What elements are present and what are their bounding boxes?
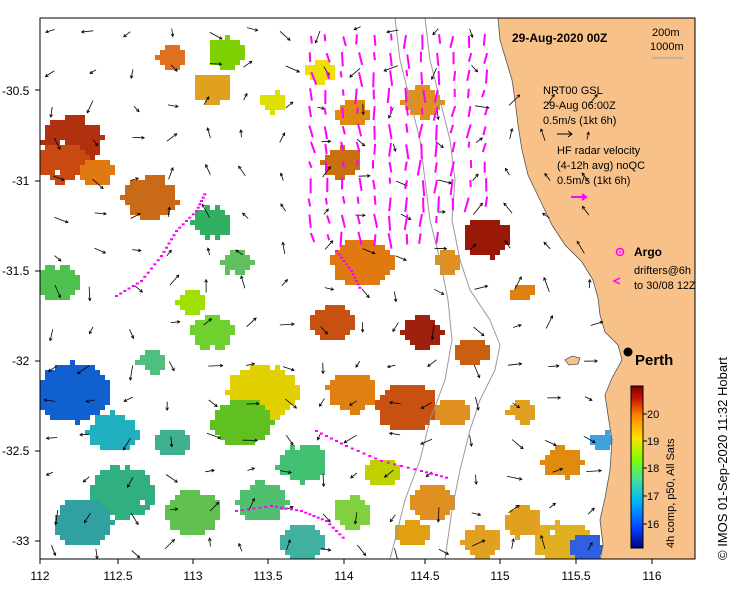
argo-legend-label: Argo: [634, 245, 662, 259]
x-tick-label: 113.5: [253, 569, 282, 583]
x-tick-label: 114.5: [410, 569, 439, 583]
colorbar-label: 4h comp, p50, All Sats: [665, 438, 677, 548]
x-tick-label: 114: [334, 569, 353, 583]
x-tick-label: 116: [642, 569, 661, 583]
city-label-perth: Perth: [635, 352, 673, 369]
drifters-legend-line1: drifters@6h: [634, 265, 691, 277]
x-tick-label: 115.5: [561, 569, 590, 583]
isobath-200m: [424, 18, 501, 559]
colorbar-tick-label: 16: [647, 519, 659, 531]
colorbar-tick-label: 18: [647, 463, 659, 475]
colorbar-tick-label: 17: [647, 491, 659, 503]
map-title: 29-Aug-2020 00Z: [512, 31, 607, 45]
isobath-1000m: [389, 18, 453, 559]
x-tick-label: 112: [30, 569, 49, 583]
y-tick-label: -30.5: [2, 84, 30, 98]
drifters-legend-line2: to 30/08 12Z: [634, 280, 696, 292]
hf-legend-line1: HF radar velocity: [557, 145, 641, 157]
hf-radar-vectors: [307, 33, 489, 249]
land-western-australia: [497, 18, 695, 559]
x-tick-label: 115: [490, 569, 509, 583]
colorbar-ticks: [643, 413, 647, 525]
gsl-legend-line3: 0.5m/s (1kt 6h): [543, 115, 616, 127]
isobath-label-1000m: 1000m: [650, 41, 684, 53]
colorbar-tick-label: 20: [647, 409, 659, 421]
gsl-legend-line1: NRT00 GSL: [543, 85, 603, 97]
x-axis-labels: 112 112.5 113 113.5 114 114.5 115 115.5 …: [30, 569, 661, 583]
gsl-legend-line2: 29-Aug 06:00Z: [543, 100, 616, 112]
plot-frame: [39, 17, 696, 560]
y-tick-label: -32.5: [2, 444, 30, 458]
imos-credit: © IMOS 01-Sep-2020 11:32 Hobart: [715, 357, 730, 560]
hf-legend-line2: (4-12h avg) noQC: [557, 160, 645, 172]
axis-ticks: [35, 89, 653, 564]
sst-colorbar: [630, 385, 644, 549]
drifter-tracks: [115, 193, 448, 539]
isobath-label-200m: 200m: [652, 27, 680, 39]
drifter-legend-icon: [612, 277, 621, 285]
y-tick-label: -33: [12, 534, 30, 548]
x-tick-label: 112.5: [103, 569, 132, 583]
x-tick-label: 113: [183, 569, 202, 583]
perth-marker: [623, 347, 633, 357]
hf-legend-arrow: [571, 193, 588, 201]
y-tick-label: -32: [12, 354, 30, 368]
y-tick-label: -31: [12, 174, 30, 188]
y-tick-label: -31.5: [2, 264, 30, 278]
gsl-legend-arrow: [557, 130, 573, 138]
rottnest-island: [564, 355, 581, 366]
colorbar-tick-label: 19: [647, 436, 659, 448]
argo-legend-icon: [615, 247, 625, 257]
gsl-vector-field: [43, 26, 604, 559]
hf-legend-line3: 0.5m/s (1kt 6h): [557, 175, 630, 187]
y-axis-labels: -30.5 -31 -31.5 -32 -32.5 -33: [2, 84, 30, 548]
